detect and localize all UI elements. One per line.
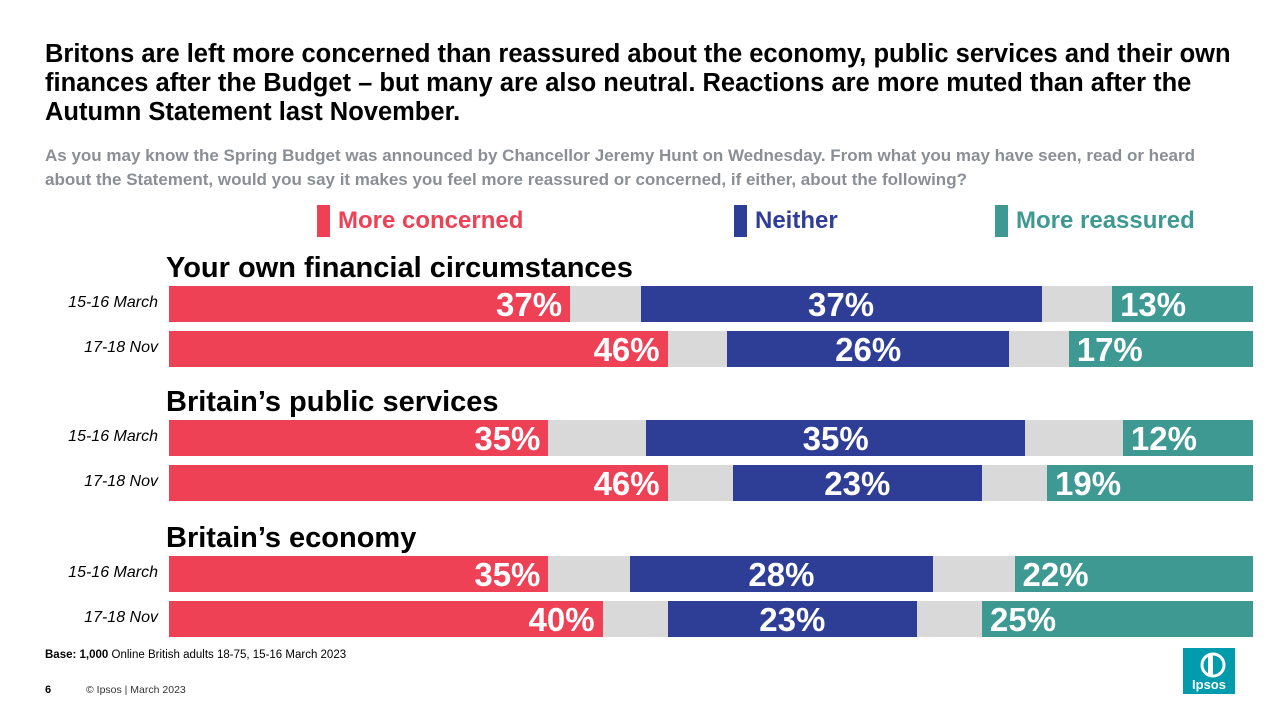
legend-item-concerned: More concerned bbox=[317, 205, 523, 237]
bar-segment-neither bbox=[732, 465, 982, 501]
logo-text: Ipsos bbox=[1192, 677, 1226, 692]
data-label-reassured: 19% bbox=[1055, 465, 1122, 502]
page-title: Britons are left more concerned than rea… bbox=[45, 40, 1231, 126]
legend-label-neither: Neither bbox=[755, 207, 838, 234]
bar-row: 37% 37% 13% bbox=[169, 286, 1253, 323]
data-label-concerned: 46% bbox=[593, 465, 660, 502]
bar-gap-segment bbox=[1025, 420, 1123, 456]
bar-segment-reassured bbox=[1047, 465, 1253, 501]
bar-gap-segment bbox=[933, 556, 1015, 592]
ipsos-logo: Ipsos bbox=[1183, 648, 1235, 694]
section-title: Britain’s economy bbox=[166, 522, 417, 554]
data-label-reassured: 17% bbox=[1076, 331, 1143, 368]
row-label: 17-18 Nov bbox=[84, 609, 158, 626]
legend-swatch-neither bbox=[734, 205, 747, 237]
bar-segment-reassured bbox=[1122, 420, 1253, 456]
legend-swatch-concerned bbox=[317, 205, 330, 237]
base-description: Online British adults 18-75, 15-16 March… bbox=[108, 649, 347, 661]
legend-item-neither: Neither bbox=[734, 205, 838, 237]
data-label-neither: 28% bbox=[748, 556, 815, 593]
bar-gap-segment bbox=[667, 465, 733, 501]
bar-segment-concerned bbox=[169, 465, 668, 501]
data-label-concerned: 40% bbox=[528, 601, 595, 638]
legend-label-reassured: More reassured bbox=[1016, 207, 1195, 234]
legend-swatch-reassured bbox=[995, 205, 1008, 237]
bar-segment-neither bbox=[667, 601, 917, 637]
copyright: © Ipsos | March 2023 bbox=[86, 684, 186, 696]
row-label: 15-16 March bbox=[68, 428, 158, 445]
bar-segment-reassured bbox=[1112, 286, 1253, 322]
bar-gap-segment bbox=[548, 420, 646, 456]
bar-segment-concerned bbox=[169, 286, 571, 322]
bar-gap-segment bbox=[548, 556, 630, 592]
bar-segment-neither bbox=[629, 556, 934, 592]
bar-segment-concerned bbox=[169, 331, 668, 367]
data-label-reassured: 13% bbox=[1120, 286, 1187, 323]
data-label-neither: 35% bbox=[802, 420, 869, 457]
logo-mark-icon bbox=[1200, 652, 1226, 678]
data-label-neither: 37% bbox=[808, 286, 875, 323]
legend-item-reassured: More reassured bbox=[995, 205, 1195, 237]
bar-segment-concerned bbox=[169, 420, 549, 456]
bar-segment-reassured bbox=[982, 601, 1253, 637]
data-label-concerned: 35% bbox=[474, 420, 541, 457]
base-label: Base: bbox=[45, 649, 77, 661]
bar-segment-concerned bbox=[169, 556, 549, 592]
bar-segment-concerned bbox=[169, 601, 603, 637]
bar-segment-reassured bbox=[1068, 331, 1253, 367]
question-text: As you may know the Spring Budget was an… bbox=[45, 146, 1195, 189]
data-label-concerned: 37% bbox=[496, 286, 563, 323]
bar-gap-segment bbox=[1041, 286, 1113, 322]
bar-row: 46% 23% 19% bbox=[169, 465, 1253, 502]
data-label-neither: 23% bbox=[759, 601, 826, 638]
bar-gap-segment bbox=[1009, 331, 1069, 367]
bar-row: 35% 28% 22% bbox=[169, 556, 1253, 593]
bar-segment-neither bbox=[645, 420, 1026, 456]
bar-row: 35% 35% 12% bbox=[169, 420, 1253, 457]
data-label-reassured: 25% bbox=[990, 601, 1057, 638]
row-label: 15-16 March bbox=[68, 294, 158, 311]
data-label-concerned: 46% bbox=[593, 331, 660, 368]
bar-segment-reassured bbox=[1014, 556, 1253, 592]
bar-gap-segment bbox=[602, 601, 668, 637]
data-label-neither: 23% bbox=[824, 465, 891, 502]
bar-row: 46% 26% 17% bbox=[169, 331, 1253, 368]
data-label-reassured: 12% bbox=[1130, 420, 1197, 457]
row-label: 17-18 Nov bbox=[84, 473, 158, 490]
bar-segment-neither bbox=[727, 331, 1010, 367]
data-label-neither: 26% bbox=[835, 331, 902, 368]
row-label: 17-18 Nov bbox=[84, 339, 158, 356]
section-title: Your own financial circumstances bbox=[166, 252, 633, 284]
data-label-reassured: 22% bbox=[1022, 556, 1089, 593]
page-number: 6 bbox=[45, 684, 52, 696]
base-note: Base: 1,000 Online British adults 18-75,… bbox=[45, 649, 346, 661]
bar-gap-segment bbox=[916, 601, 982, 637]
row-label: 15-16 March bbox=[68, 564, 158, 581]
bar-gap-segment bbox=[667, 331, 728, 367]
legend-label-concerned: More concerned bbox=[338, 207, 524, 234]
section-title: Britain’s public services bbox=[166, 386, 499, 418]
bar-segment-neither bbox=[640, 286, 1042, 322]
bar-gap-segment bbox=[570, 286, 641, 322]
bar-gap-segment bbox=[982, 465, 1048, 501]
bar-row: 40% 23% 25% bbox=[169, 601, 1253, 638]
base-count: 1,000 bbox=[79, 649, 109, 661]
data-label-concerned: 35% bbox=[474, 556, 541, 593]
